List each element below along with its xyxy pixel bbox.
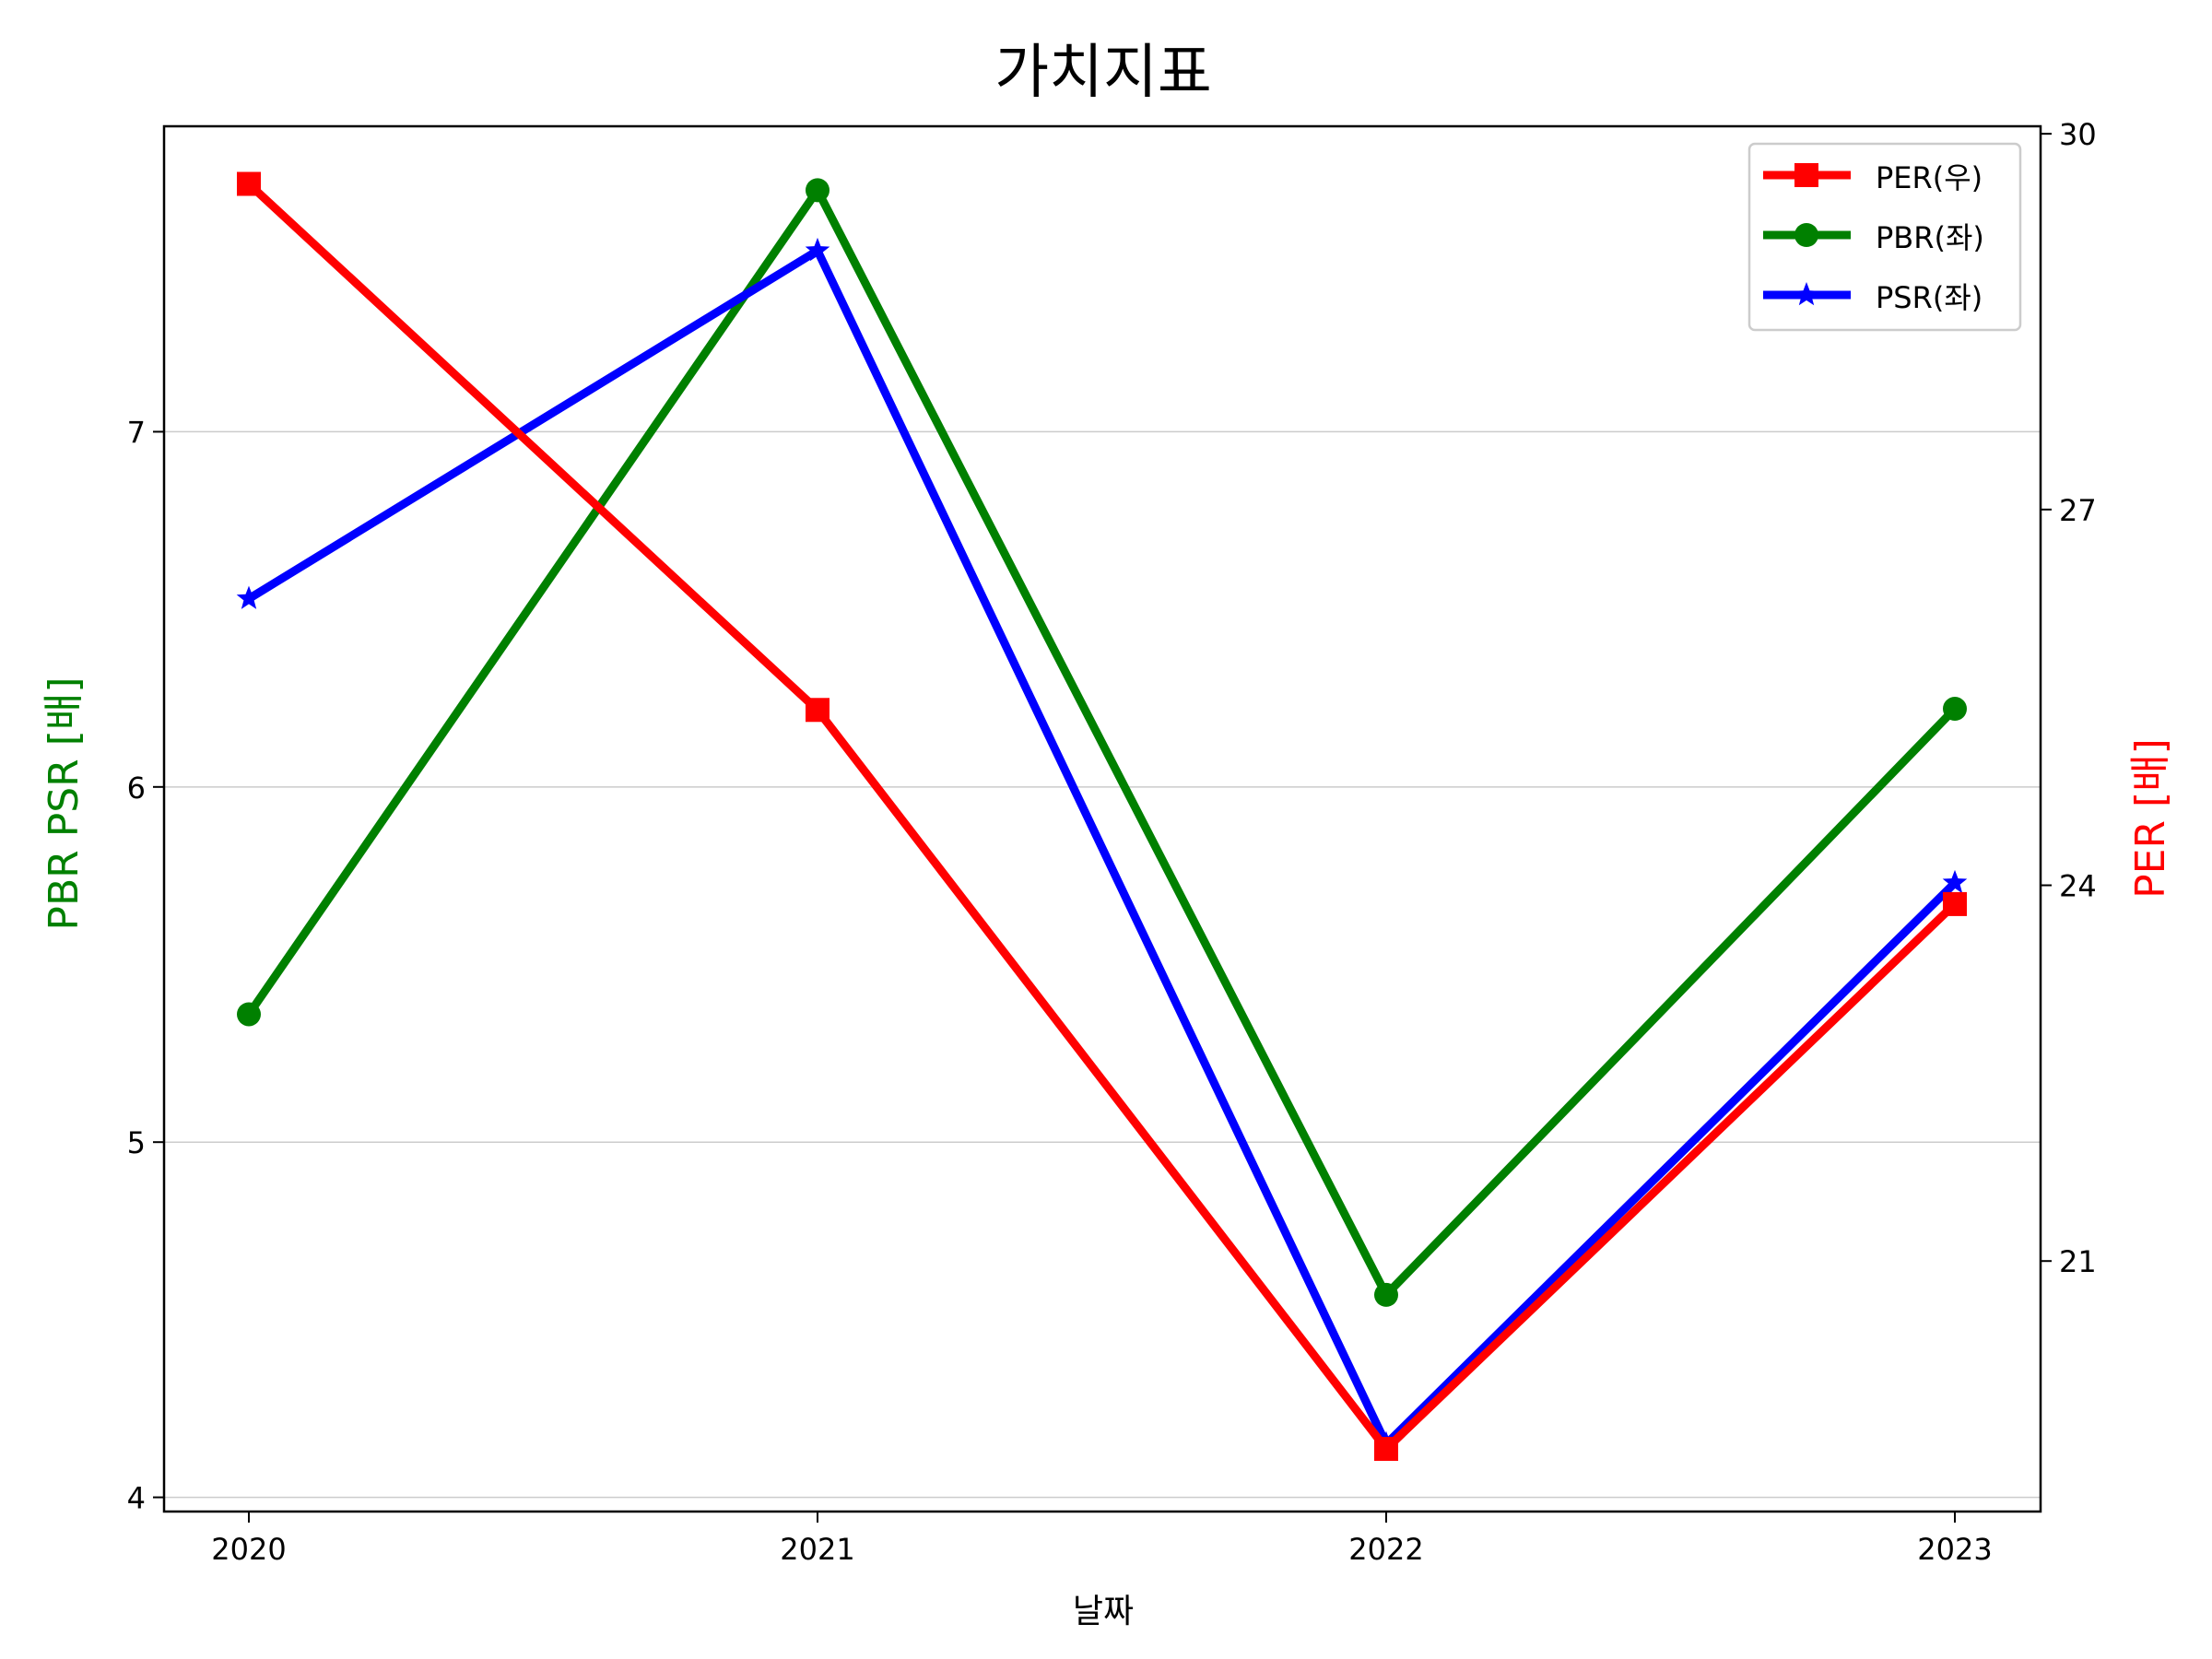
y-right-tick-label: 24 — [2059, 869, 2097, 904]
legend-label-per: PER(우) — [1876, 160, 1983, 195]
series-pbr — [237, 178, 1967, 1307]
y-left-tick-label: 6 — [127, 771, 146, 806]
y-axis-left-label: PBR PSR [배] — [41, 677, 88, 930]
y-axis-right-label: PER [배] — [2127, 738, 2174, 899]
legend-marker-psr — [1794, 282, 1819, 306]
legend-label-psr: PSR(좌) — [1876, 280, 1983, 315]
y-right-tick-label: 30 — [2059, 117, 2097, 152]
y-left-tick-label: 7 — [127, 415, 146, 450]
data-point-per — [806, 698, 830, 723]
series-layer — [236, 171, 1968, 1462]
chart-title: 가치지표 — [994, 39, 1212, 107]
data-point-pbr — [237, 1002, 261, 1027]
legend-marker-per — [1794, 163, 1818, 187]
data-point-psr — [1942, 869, 1968, 894]
legend-frame — [1747, 142, 2022, 332]
series-per — [237, 171, 1967, 1462]
series-line-psr — [246, 244, 1959, 1452]
y-left-tick-label: 5 — [127, 1125, 146, 1160]
data-point-pbr — [1943, 697, 1967, 722]
legend-items — [1763, 163, 1851, 306]
series-line-per — [245, 181, 1959, 1455]
legend: PER(우) PBR(좌) PSR(좌) — [1747, 142, 2022, 332]
data-point-pbr — [1374, 1282, 1398, 1307]
data-point-per — [1943, 891, 1967, 916]
series-line-pbr — [245, 182, 1959, 1302]
data-point-psr — [805, 237, 830, 262]
data-point-per — [1374, 1437, 1398, 1462]
data-point-per — [237, 171, 261, 196]
y-right-tick-label: 21 — [2059, 1244, 2097, 1279]
x-axis-label: 날짜 — [1073, 1593, 1134, 1630]
x-tick-label: 2023 — [1917, 1532, 1992, 1567]
legend-label-pbr: PBR(좌) — [1876, 220, 1984, 255]
data-point-psr — [236, 585, 262, 609]
legend-marker-pbr — [1794, 223, 1818, 247]
x-tick-label: 2020 — [211, 1532, 286, 1567]
axes: 4 5 6 7 21 24 27 30 2020 2021 2022 2023 — [127, 117, 2097, 1567]
data-point-pbr — [806, 178, 830, 203]
x-tick-label: 2021 — [780, 1532, 854, 1567]
plot-frame — [162, 124, 2042, 1513]
gridlines — [164, 430, 2041, 1499]
y-right-tick-label: 27 — [2059, 493, 2097, 528]
y-left-tick-label: 4 — [127, 1481, 146, 1516]
x-tick-label: 2022 — [1348, 1532, 1423, 1567]
